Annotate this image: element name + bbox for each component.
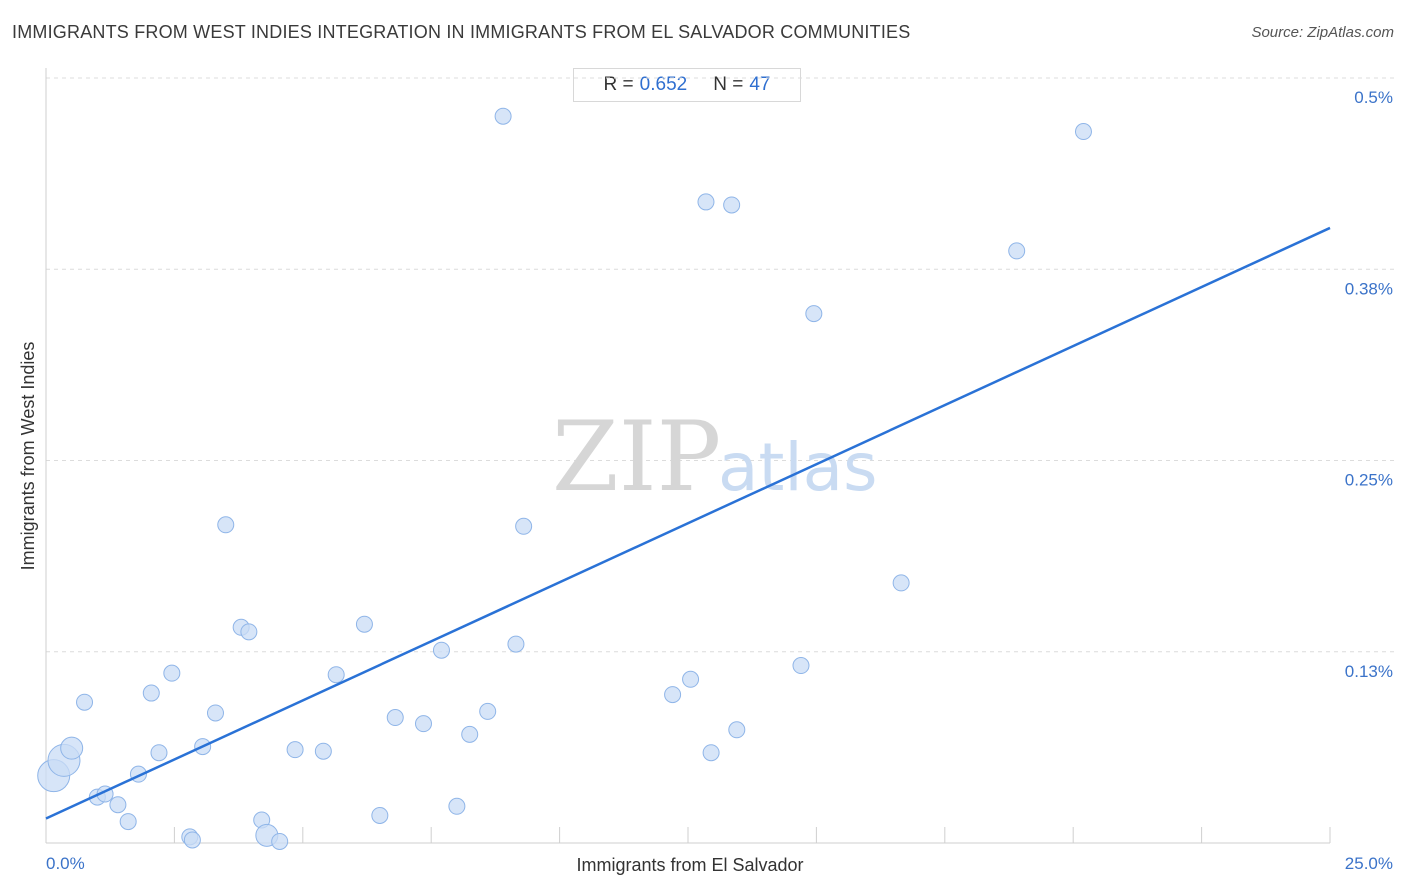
data-point: [1008, 242, 1026, 260]
y-tick-label: 0.25%: [1345, 471, 1393, 490]
data-point: [448, 797, 466, 815]
x-tick-labels: 0.0% 25.0%: [46, 854, 1393, 873]
data-point: [371, 806, 389, 824]
data-point: [286, 741, 304, 759]
data-point: [60, 736, 84, 760]
watermark-atlas: atlas: [718, 429, 878, 506]
data-points: [37, 107, 1092, 850]
data-point: [792, 657, 810, 675]
data-point: [163, 664, 181, 682]
data-point: [119, 813, 137, 831]
x-tick-label: 0.0%: [46, 854, 85, 873]
data-point: [702, 744, 720, 762]
r-label: R =: [603, 74, 634, 95]
data-point: [892, 574, 910, 592]
data-point: [664, 686, 682, 704]
data-point: [217, 516, 235, 534]
data-point: [240, 623, 258, 641]
trend-line-group: [45, 226, 1331, 820]
data-point: [723, 196, 741, 214]
y-axis-title: Immigrants from West Indies: [18, 342, 38, 571]
data-point: [728, 721, 746, 739]
y-tick-labels: 0.13% 0.25% 0.38% 0.5%: [1345, 88, 1393, 681]
data-point: [805, 305, 823, 323]
data-point: [1074, 123, 1092, 141]
watermark-zip: ZIP: [552, 401, 721, 513]
data-point: [314, 742, 332, 760]
watermark: ZIP atlas: [552, 401, 878, 513]
n-value: 47: [749, 74, 771, 95]
x-tick-label: 25.0%: [1345, 854, 1393, 873]
data-point: [386, 709, 404, 727]
data-point: [507, 635, 525, 653]
y-tick-label: 0.13%: [1345, 662, 1393, 681]
data-point: [697, 193, 715, 211]
x-axis-title: Immigrants from El Salvador: [576, 855, 803, 875]
data-point: [432, 641, 450, 659]
chart-title: IMMIGRANTS FROM WEST INDIES INTEGRATION …: [12, 22, 911, 42]
data-point: [355, 615, 373, 633]
data-point: [479, 702, 497, 720]
data-point: [206, 704, 224, 722]
source-label: Source: ZipAtlas.com: [1251, 24, 1394, 41]
data-point: [515, 517, 533, 535]
trend-line: [45, 226, 1331, 820]
data-point: [414, 715, 432, 733]
r-value: 0.652: [639, 74, 688, 95]
data-point: [494, 107, 512, 125]
grid-lines: [46, 77, 1395, 653]
y-tick-label: 0.38%: [1345, 279, 1393, 298]
data-point: [682, 670, 700, 688]
y-tick-label: 0.5%: [1354, 88, 1393, 107]
n-label: N =: [713, 74, 744, 95]
data-point: [327, 666, 345, 684]
data-point: [150, 744, 168, 762]
data-point: [109, 796, 127, 814]
data-point: [142, 684, 160, 702]
data-point: [183, 831, 201, 849]
data-point: [76, 693, 94, 711]
data-point: [461, 725, 479, 743]
data-point: [271, 832, 289, 850]
stats-box: R = 0.652 N = 47: [573, 68, 801, 102]
